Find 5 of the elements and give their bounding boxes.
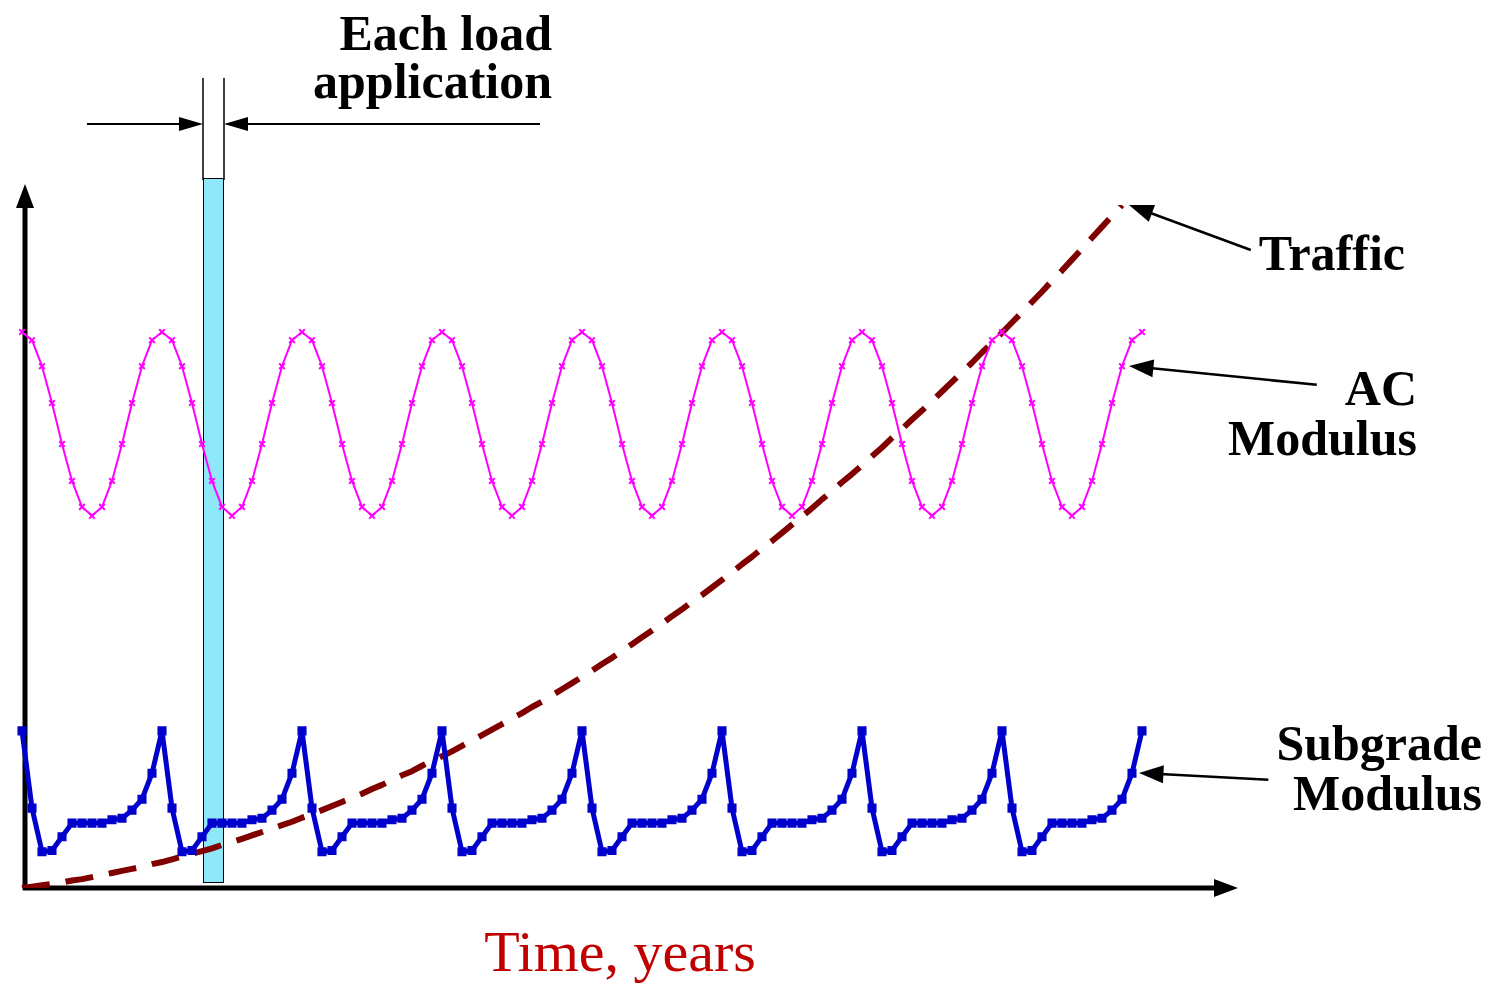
series-label: AC Modulus: [1228, 360, 1417, 466]
text: Each load application: [313, 5, 553, 109]
text: Traffic: [1258, 225, 1405, 281]
x-axis-title: Time, years: [483, 918, 757, 985]
text: Subgrade Modulus: [1276, 715, 1482, 821]
